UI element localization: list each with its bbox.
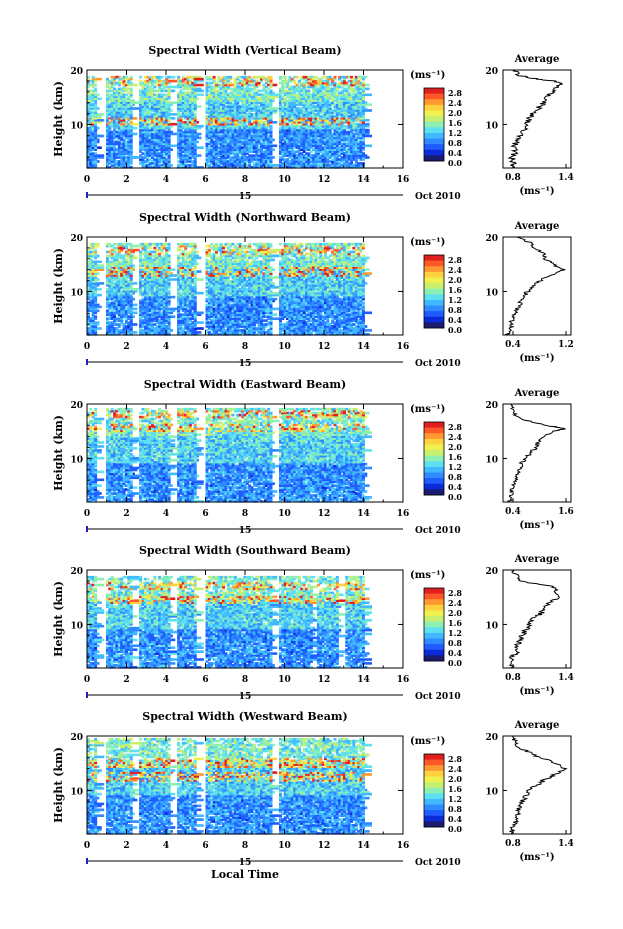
heatmap-cell — [177, 76, 180, 79]
heatmap-cell — [194, 78, 204, 81]
panel-0: Spectral Width (Vertical Beam)0 2 4 6 8 10 12 1… — [52, 44, 574, 202]
heatmap-cell — [94, 88, 97, 91]
heatmap-cell — [94, 84, 97, 87]
heatmap-cell — [213, 76, 216, 79]
heatmap-cell — [139, 76, 142, 79]
heatmap-cells — [87, 76, 372, 169]
heatmap-cell — [130, 135, 133, 138]
heatmap-cell — [94, 94, 97, 97]
heatmap-cell — [94, 80, 97, 83]
heatmap-cell — [168, 76, 171, 79]
heatmap-cell — [194, 137, 197, 140]
heatmap-cell — [130, 154, 133, 157]
heatmap-cell — [168, 105, 171, 108]
panel-title: Spectral Width (Vertical Beam) — [148, 44, 341, 57]
heatmap-cell — [130, 82, 133, 85]
heatmap-cell — [168, 86, 178, 89]
heatmap-cell — [94, 123, 97, 126]
heatmap-cell — [161, 76, 164, 79]
heatmap-cell — [194, 141, 197, 144]
heatmap-cell — [113, 88, 116, 91]
heatmap-cell — [194, 90, 204, 93]
heatmap-cell — [168, 101, 178, 104]
heatmap-cell — [125, 76, 128, 79]
heatmap-cell — [130, 88, 133, 91]
heatmap-cell — [168, 80, 178, 83]
heatmap-cell — [94, 152, 97, 155]
heatmap-cell — [92, 76, 95, 79]
heatmap-cell — [208, 82, 211, 85]
figure-canvas: Spectral Width (Vertical Beam)0 2 4 6 8 10 12 1… — [0, 0, 623, 929]
heatmap-cell — [130, 99, 133, 102]
heatmap-cell — [130, 76, 133, 79]
heatmap-cell — [194, 113, 197, 116]
heatmap-cell — [94, 105, 97, 108]
